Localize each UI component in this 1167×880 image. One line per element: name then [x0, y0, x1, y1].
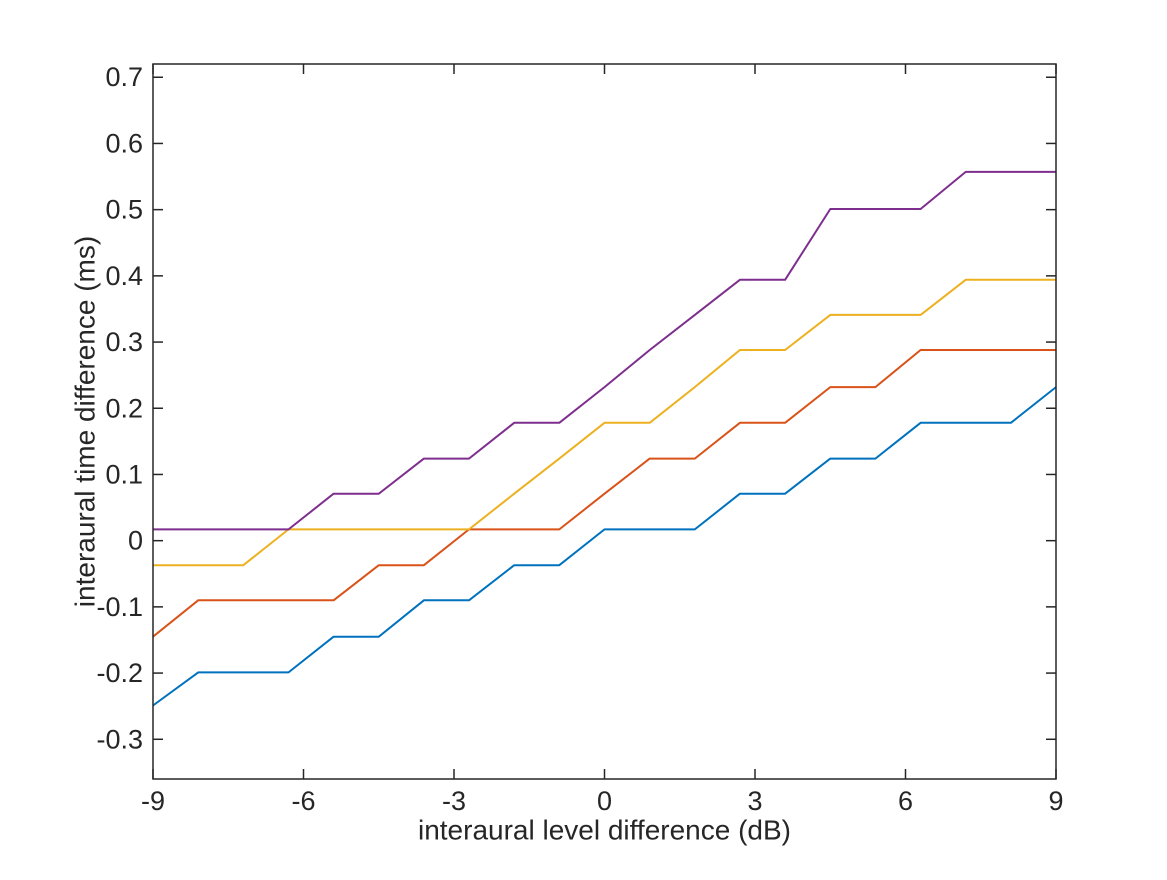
series-line-curve-3-yellow	[153, 278, 1056, 567]
plot-axes	[152, 63, 1057, 780]
y-tick-label: 0.3	[105, 327, 143, 357]
x-axis-label: interaural level difference (dB)	[418, 815, 791, 846]
y-tick-label: 0.2	[105, 393, 143, 423]
y-tick-label: 0.1	[105, 459, 143, 489]
y-tick-label: 0.4	[105, 261, 143, 291]
x-tick-label: 6	[898, 786, 913, 816]
y-axis-label: interaural time difference (ms)	[70, 236, 101, 607]
x-tick-label: 9	[1048, 786, 1063, 816]
series-line-curve-1-blue	[152, 386, 1057, 707]
x-tick-label: 3	[747, 786, 762, 816]
x-tick-label: -6	[291, 786, 315, 816]
y-tick-label: -0.2	[96, 658, 143, 688]
y-tick-label: 0.7	[105, 62, 143, 92]
series-line-curve-2-orange	[152, 349, 1056, 638]
x-tick-label: 0	[597, 786, 612, 816]
y-tick-label: -0.1	[96, 592, 143, 622]
y-tick-label: 0.6	[105, 128, 143, 158]
tick-labels: -9 -6 -3 0 3 6 9 -0.3 -0.2 -0.1 0 0.1 0.2 0.3 0.4 0.5 0.…	[96, 62, 1063, 816]
series-line-curve-4-purple	[153, 170, 1056, 531]
plot-series	[152, 170, 1057, 707]
y-tick-label: 0.5	[105, 195, 143, 225]
y-tick-label: 0	[128, 526, 143, 556]
x-tick-label: -9	[141, 786, 165, 816]
y-tick-label: -0.3	[96, 724, 143, 754]
x-tick-label: -3	[442, 786, 466, 816]
